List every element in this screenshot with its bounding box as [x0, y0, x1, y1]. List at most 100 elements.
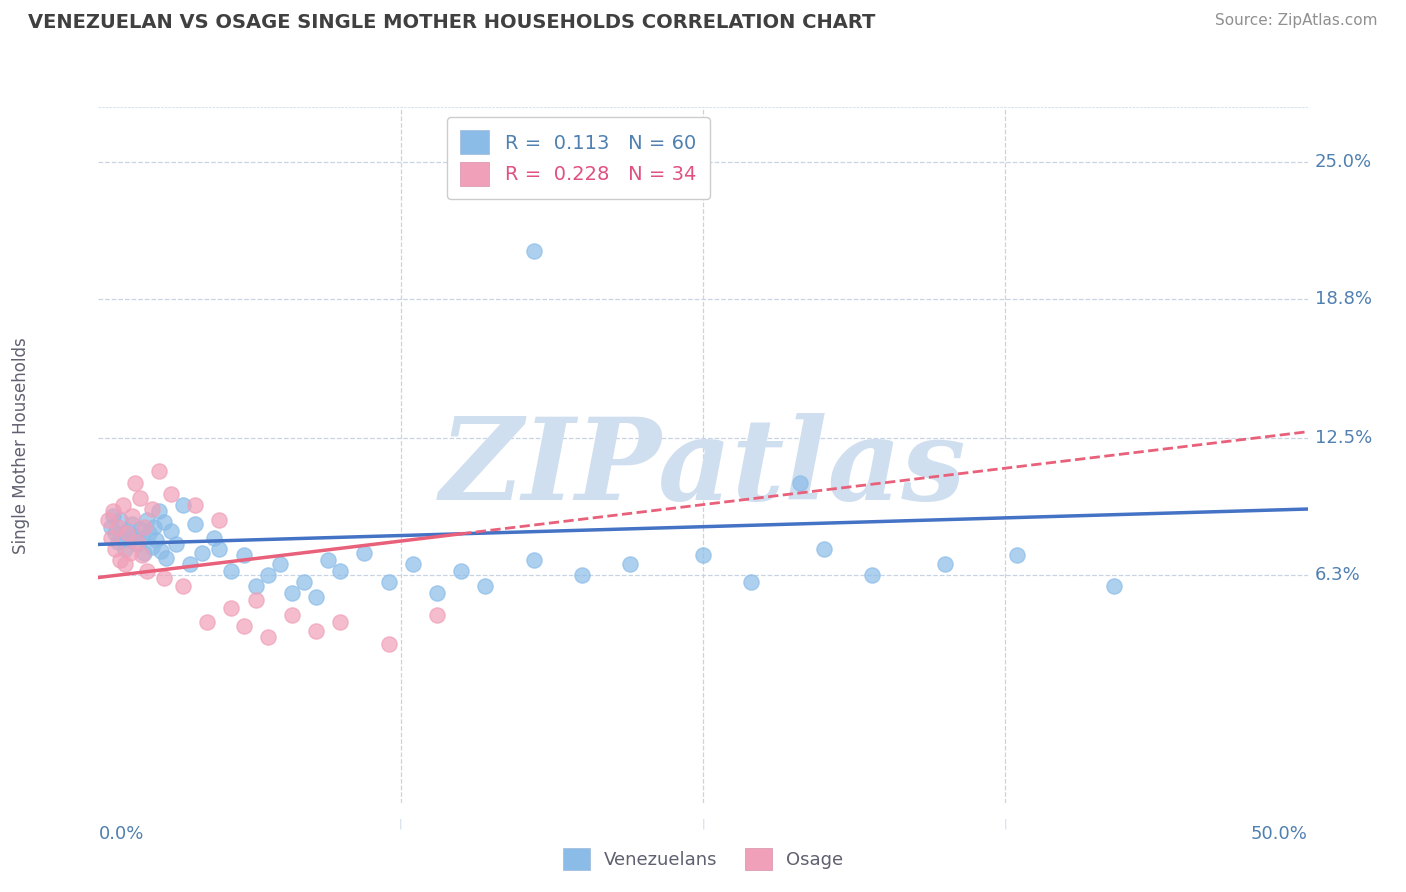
Point — [740, 574, 762, 589]
Point — [195, 615, 218, 629]
Point — [100, 531, 122, 545]
Point — [117, 526, 139, 541]
Point — [208, 513, 231, 527]
Point — [127, 537, 149, 551]
Point — [245, 579, 267, 593]
Point — [97, 513, 120, 527]
Point — [111, 498, 134, 512]
Point — [134, 519, 156, 533]
Point — [124, 475, 146, 490]
Point — [160, 486, 183, 500]
Point — [152, 516, 174, 530]
Point — [232, 549, 254, 563]
Point — [155, 550, 177, 565]
Point — [114, 541, 136, 556]
Point — [131, 549, 153, 563]
Point — [100, 519, 122, 533]
Point — [141, 502, 163, 516]
Point — [281, 608, 304, 623]
Point — [111, 531, 134, 545]
Text: 18.8%: 18.8% — [1315, 290, 1372, 309]
Point — [134, 546, 156, 560]
Point — [204, 531, 226, 545]
Point — [256, 568, 278, 582]
Text: |: | — [702, 819, 704, 830]
Point — [150, 544, 173, 558]
Point — [1102, 579, 1125, 593]
Point — [143, 519, 166, 533]
Point — [281, 586, 304, 600]
Point — [127, 535, 149, 549]
Point — [353, 546, 375, 560]
Point — [450, 564, 472, 578]
Point — [191, 546, 214, 560]
Text: VENEZUELAN VS OSAGE SINGLE MOTHER HOUSEHOLDS CORRELATION CHART: VENEZUELAN VS OSAGE SINGLE MOTHER HOUSEH… — [28, 13, 876, 32]
Point — [221, 601, 243, 615]
Point — [131, 531, 153, 545]
Point — [108, 553, 131, 567]
Point — [104, 541, 127, 556]
Text: |: | — [399, 819, 402, 830]
Point — [426, 608, 449, 623]
Point — [128, 522, 150, 536]
Text: 0.0%: 0.0% — [98, 825, 143, 843]
Point — [108, 513, 131, 527]
Text: Single Mother Households: Single Mother Households — [13, 338, 30, 554]
Point — [172, 498, 194, 512]
Point — [148, 504, 170, 518]
Point — [316, 553, 339, 567]
Point — [789, 475, 811, 490]
Point — [245, 592, 267, 607]
Point — [118, 546, 141, 560]
Text: |: | — [1004, 819, 1007, 830]
Point — [121, 517, 143, 532]
Point — [692, 549, 714, 563]
Point — [145, 533, 167, 547]
Point — [619, 558, 641, 572]
Point — [107, 519, 129, 533]
Point — [426, 586, 449, 600]
Point — [377, 574, 399, 589]
Point — [128, 491, 150, 505]
Point — [813, 541, 835, 556]
Text: ZIPatlas: ZIPatlas — [440, 413, 966, 524]
Point — [377, 637, 399, 651]
Point — [135, 564, 157, 578]
Legend: Venezuelans, Osage: Venezuelans, Osage — [555, 841, 851, 877]
Point — [101, 504, 124, 518]
Point — [172, 579, 194, 593]
Point — [160, 524, 183, 538]
Point — [179, 558, 201, 572]
Point — [523, 553, 546, 567]
Text: 50.0%: 50.0% — [1251, 825, 1308, 843]
Point — [152, 570, 174, 584]
Point — [305, 591, 328, 605]
Point — [269, 558, 291, 572]
Point — [571, 568, 593, 582]
Point — [402, 558, 425, 572]
Point — [101, 508, 124, 523]
Point — [184, 498, 207, 512]
Point — [165, 537, 187, 551]
Point — [523, 244, 546, 258]
Point — [256, 630, 278, 644]
Point — [141, 540, 163, 554]
Point — [474, 579, 496, 593]
Point — [934, 558, 956, 572]
Point — [329, 615, 352, 629]
Point — [118, 533, 141, 547]
Point — [114, 558, 136, 572]
Text: 25.0%: 25.0% — [1315, 153, 1372, 171]
Point — [124, 528, 146, 542]
Point — [138, 526, 160, 541]
Point — [117, 524, 139, 538]
Point — [221, 564, 243, 578]
Point — [148, 465, 170, 479]
Point — [860, 568, 883, 582]
Point — [1007, 549, 1029, 563]
Point — [232, 619, 254, 633]
Point — [305, 624, 328, 638]
Point — [121, 508, 143, 523]
Point — [292, 574, 315, 589]
Point — [104, 526, 127, 541]
